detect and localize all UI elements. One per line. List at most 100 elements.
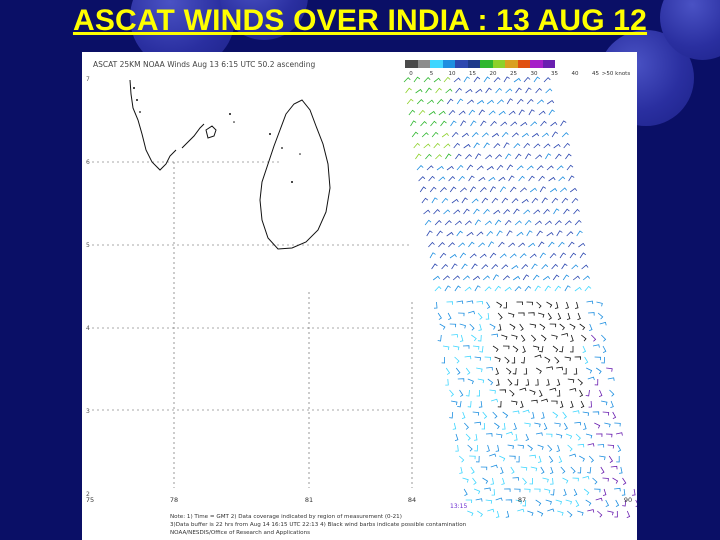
wind-barb xyxy=(497,312,503,320)
wind-barb xyxy=(502,411,509,419)
wind-barb xyxy=(556,378,561,386)
wind-barb xyxy=(522,345,526,353)
wind-barb xyxy=(514,433,518,441)
wind-barb xyxy=(451,198,459,204)
wind-barb xyxy=(524,422,531,427)
wind-barb xyxy=(516,231,524,237)
wind-barb xyxy=(488,110,496,116)
wind-barb xyxy=(408,109,416,116)
wind-barb xyxy=(547,444,553,452)
wind-barb xyxy=(540,120,547,127)
wind-barb xyxy=(522,477,527,485)
wind-barb xyxy=(559,323,565,331)
wind-barb xyxy=(482,477,489,484)
wind-barb xyxy=(622,477,627,485)
wind-barb xyxy=(437,334,442,342)
wind-barb xyxy=(514,488,521,493)
wind-barb xyxy=(538,175,545,182)
wind-barb xyxy=(494,422,500,430)
wind-barb xyxy=(570,466,576,474)
wind-barb xyxy=(495,87,502,94)
wind-barb xyxy=(478,242,485,248)
wind-barb xyxy=(562,477,569,484)
wind-barb xyxy=(475,88,483,94)
wind-barb xyxy=(441,264,449,270)
wind-barb xyxy=(513,143,521,149)
wind-barb xyxy=(536,99,545,105)
wind-barb xyxy=(536,301,542,309)
wind-barb xyxy=(470,120,477,127)
wind-barb xyxy=(534,220,542,226)
wind-barb xyxy=(463,208,470,215)
wind-barb xyxy=(463,143,471,149)
wind-barb xyxy=(443,76,451,83)
wind-barb xyxy=(465,433,471,441)
wind-barb xyxy=(444,285,451,292)
wind-barb xyxy=(519,187,527,193)
wind-barb xyxy=(525,87,532,94)
legend-label: 5 xyxy=(429,71,434,77)
wind-barb xyxy=(601,356,605,364)
longitude-tick: 78 xyxy=(169,496,179,504)
wind-barb xyxy=(560,120,567,127)
wind-barb xyxy=(521,198,529,204)
wind-barb xyxy=(421,197,429,204)
wind-barb xyxy=(597,444,605,448)
wind-barb xyxy=(467,310,475,315)
latitude-tick: 3 xyxy=(86,408,90,415)
wind-barb xyxy=(567,444,573,452)
wind-barb xyxy=(445,153,452,160)
wind-barb xyxy=(454,285,461,292)
wind-barb xyxy=(433,142,441,149)
wind-barb xyxy=(468,241,475,248)
wind-barb xyxy=(601,334,607,342)
wind-barb xyxy=(516,165,524,171)
wind-barb xyxy=(474,444,478,452)
wind-barb xyxy=(505,431,513,436)
wind-barb xyxy=(554,220,562,226)
wind-barb xyxy=(539,389,543,397)
wind-barb xyxy=(403,77,411,83)
wind-barb xyxy=(565,153,572,160)
wind-barb xyxy=(439,252,447,259)
wind-barb xyxy=(433,209,440,215)
wind-barb xyxy=(458,242,466,248)
wind-barb xyxy=(552,274,560,281)
wind-barb xyxy=(445,367,451,375)
wind-barb xyxy=(426,230,433,237)
wind-barb xyxy=(415,153,422,160)
wind-barb xyxy=(479,187,487,193)
legend-label: 40 xyxy=(571,71,579,77)
wind-barb xyxy=(505,153,512,160)
wind-barb xyxy=(545,499,552,505)
wind-barb xyxy=(488,176,496,182)
wind-barb xyxy=(489,186,497,193)
wind-barb xyxy=(503,301,507,309)
wind-barb xyxy=(423,143,431,149)
wind-barb xyxy=(499,389,506,393)
wind-barb xyxy=(495,510,500,518)
wind-barb xyxy=(459,252,467,259)
wind-barb xyxy=(492,411,498,419)
wind-barb xyxy=(556,366,563,371)
wind-barb xyxy=(516,455,520,463)
wind-barb xyxy=(528,242,536,248)
legend-label: 25 xyxy=(510,71,517,77)
wind-barb xyxy=(503,142,510,149)
wind-barb xyxy=(527,510,534,516)
wind-barb xyxy=(507,378,513,386)
wind-barb xyxy=(514,220,522,226)
wind-barb xyxy=(555,499,563,505)
wind-barb xyxy=(479,253,487,259)
wind-barb xyxy=(470,466,475,474)
wind-barb xyxy=(602,477,609,482)
wind-barb xyxy=(472,345,480,350)
wind-barb xyxy=(490,120,497,127)
legend-swatch xyxy=(442,60,455,68)
wind-barb xyxy=(541,197,548,204)
wind-barb xyxy=(556,444,561,452)
wind-barb xyxy=(482,275,490,281)
wind-barb xyxy=(558,241,565,248)
wind-barb xyxy=(474,285,481,292)
wind-barb-swath xyxy=(403,76,637,518)
